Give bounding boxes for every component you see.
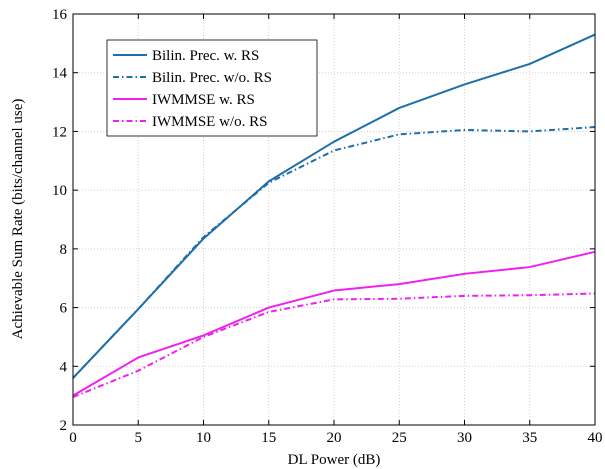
axis-ticks	[72, 13, 596, 426]
y-tick-label: 14	[52, 66, 68, 82]
x-tick-label: 40	[588, 430, 603, 446]
series-line-4	[72, 292, 596, 399]
series-lines	[72, 33, 596, 399]
legend-label-2: Bilin. Prec. w/o. RS	[152, 70, 272, 86]
legend-label-1: Bilin. Prec. w. RS	[152, 48, 259, 64]
series-line-2	[72, 126, 596, 379]
x-tick-label: 25	[392, 430, 407, 446]
x-tick-label: 10	[196, 430, 211, 446]
x-tick-label: 20	[327, 430, 342, 446]
x-tick-label: 5	[135, 430, 143, 446]
x-tick-label: 0	[69, 430, 77, 446]
x-tick-label: 15	[261, 430, 276, 446]
x-axis-label: DL Power (dB)	[288, 452, 381, 468]
y-tick-label: 10	[52, 183, 67, 199]
y-axis-label: Achievable Sum Rate (bits/channel use)	[10, 99, 26, 340]
x-tick-labels: 0 5 10 15 20 25 30 35 40	[69, 430, 602, 446]
y-tick-labels: 2 4 6 8 10 12 14 16	[52, 7, 68, 434]
y-tick-label: 6	[60, 301, 68, 317]
legend-label-3: IWMMSE w. RS	[152, 92, 255, 108]
y-tick-label: 2	[60, 418, 68, 434]
y-tick-label: 8	[60, 242, 68, 258]
y-tick-label: 4	[60, 359, 68, 375]
x-tick-label: 30	[457, 430, 472, 446]
grid	[73, 14, 595, 425]
y-tick-label: 12	[52, 124, 67, 140]
x-tick-label: 35	[522, 430, 537, 446]
y-tick-label: 16	[52, 7, 68, 23]
series-line-3	[72, 250, 596, 397]
legend: Bilin. Prec. w. RS Bilin. Prec. w/o. RS IW…	[106, 39, 318, 137]
legend-label-4: IWMMSE w/o. RS	[152, 114, 267, 130]
